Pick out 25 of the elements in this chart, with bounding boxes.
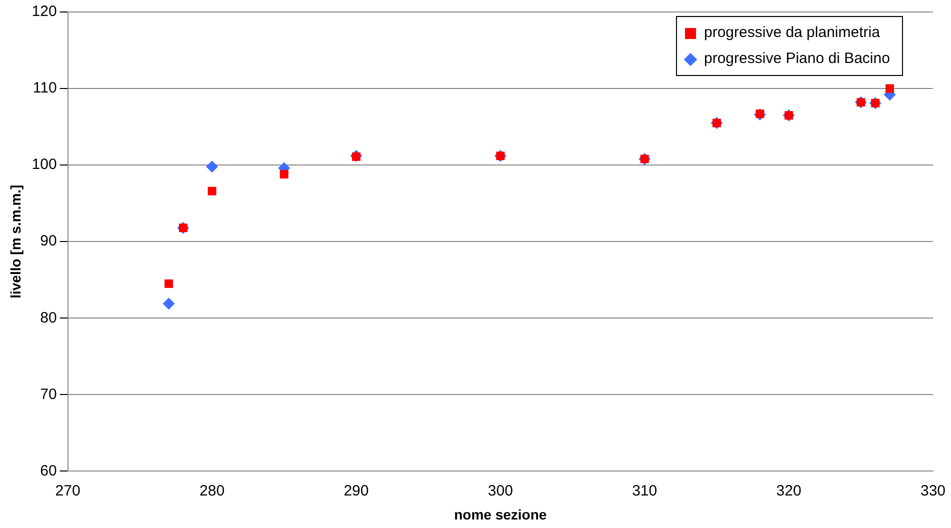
y-tick-label: 100 xyxy=(32,156,57,174)
x-tick-label: 300 xyxy=(488,482,513,500)
x-tick-label: 320 xyxy=(776,482,802,500)
y-tick-label: 120 xyxy=(32,3,57,20)
legend-label: progressive Piano di Bacino xyxy=(704,49,890,69)
x-axis-title: nome sezione xyxy=(454,506,547,522)
point xyxy=(280,170,288,178)
y-tick-label: 80 xyxy=(40,309,57,326)
x-tick-label: 270 xyxy=(55,482,80,500)
legend-label: progressive da planimetria xyxy=(704,23,880,43)
point xyxy=(886,84,894,93)
y-axis-title: livello [m s.m.m.] xyxy=(7,184,24,298)
y-tick-label: 90 xyxy=(40,232,57,250)
point xyxy=(756,110,764,118)
x-tick-label: 280 xyxy=(200,482,225,500)
y-tick-label: 60 xyxy=(40,462,57,480)
point xyxy=(208,186,216,196)
y-tick-label: 110 xyxy=(32,80,57,97)
x-tick-label: 330 xyxy=(920,482,946,500)
y-tick-label: 70 xyxy=(40,386,57,403)
point xyxy=(206,160,218,173)
point xyxy=(164,279,174,288)
x-tick-label: 290 xyxy=(344,482,369,500)
x-tick-label: 310 xyxy=(632,482,658,500)
point xyxy=(162,298,175,310)
